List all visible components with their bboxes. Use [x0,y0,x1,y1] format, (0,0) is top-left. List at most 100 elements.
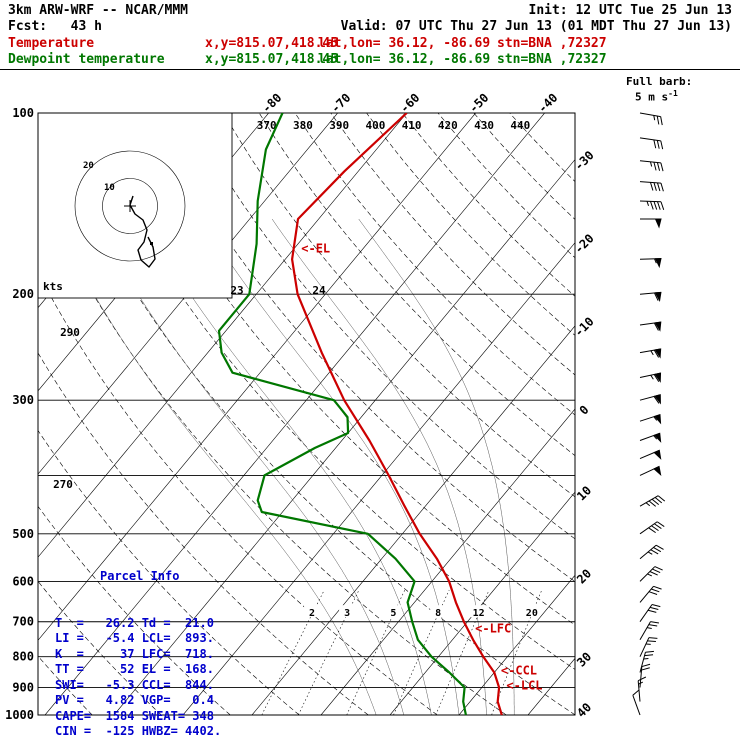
isotherm-line [251,325,575,715]
isotherm-line [389,491,575,715]
legend-dewpoint-label: Dewpoint temperature [8,52,165,67]
hodograph-inset: 10 20 kts [37,112,233,299]
isotherm-line [38,113,476,641]
wind-barb-legend-exponent: -1 [668,89,678,98]
wind-barb [632,689,641,716]
dry-adiabat-line [294,113,575,416]
init-time: Init: 12 UTC Tue 25 Jun 13 [528,3,733,18]
model-title: 3km ARW-WRF -- NCAR/MMM [8,3,189,18]
isotherm-line [458,574,575,715]
level-marker-lcl: <-LCL [506,678,542,692]
wind-barb [639,544,664,560]
dry-adiabat-line [366,113,575,336]
hodograph-storm-motion-marker [150,242,153,245]
wind-barb [639,621,660,641]
isotherm-line [38,113,407,558]
level-markers: <-EL <-LFC <-CCL<-LCL [301,242,542,693]
wind-barb-legend-value: 5 m s [635,90,669,104]
pressure-axis-label: 600 [12,574,34,588]
legend-dewpoint-xy: x,y=815.07,418.45 [205,52,339,67]
wind-barb [639,650,654,673]
dry-adiabat-label: 270 [53,478,73,491]
wind-barb [639,566,663,582]
wind-barb [639,432,662,443]
level-marker-ccl: <-CCL [501,664,537,678]
legend-dewpoint-stn: stn=BNA ,72327 [497,52,607,67]
dry-adiabat-line [38,655,93,715]
wind-barb [639,585,662,603]
dry-adiabat-line [330,113,575,376]
header-divider [0,69,740,70]
dry-adiabat-line [509,113,575,183]
wind-barb [639,637,658,657]
dry-adiabat-line [473,113,575,220]
moist-adiabat-line [142,218,432,715]
isotherm-line [113,159,575,715]
moist-adiabat-line [94,218,405,715]
parcel-info: Parcel Info T = 26.2 Td = 21.0 LI = -5.4 … [55,538,221,740]
mixing-ratio-line [298,589,360,715]
pressure-axis-label: 700 [12,615,34,629]
dry-adiabat-line [187,113,575,540]
pressure-axis-label: 900 [12,680,34,694]
wind-barb [639,414,662,425]
dry-adiabat-line [151,113,575,582]
level-marker-lfc: <-LFC [475,621,511,635]
wind-barb [640,218,662,229]
mixing-ratio-label: 3 [344,608,350,619]
valid-time: Valid: 07 UTC Thu 27 Jun 13 (01 MDT Thu … [340,19,732,34]
dry-adiabat-label: 290 [60,326,80,339]
temp-axis-label-right: 0 [577,403,592,418]
wind-barb [639,449,662,460]
hodograph-ring-20 [74,150,186,262]
wind-barb [639,495,666,507]
dry-adiabat-label: 410 [402,119,422,132]
wind-barb [639,521,665,535]
dry-adiabat-line [38,271,438,715]
dry-adiabat-label: 390 [329,119,349,132]
wind-barb [639,291,662,303]
parcel-info-line: T = 26.2 Td = 21.0 [55,615,214,630]
mixing-ratio-label: 12 [473,608,485,619]
pressure-axis-label: 500 [12,527,34,541]
pressure-axis-label: 100 [12,106,34,120]
wind-barb [639,321,662,332]
wind-barb [639,137,664,150]
hodograph-trace [129,195,156,268]
legend-temperature-latlon: lat,lon= 36.12, -86.69 [318,36,491,51]
wind-barbs [632,112,666,716]
wind-barb [639,112,663,126]
dry-adiabat-line [38,352,369,715]
dry-adiabat-line [38,505,231,715]
dry-adiabat-line [223,113,575,498]
dry-adiabat-label: 430 [474,119,494,132]
moist-adiabat-line [271,218,487,715]
parcel-info-line: TT = 52 EL = 168. [55,662,214,676]
hodograph-ring-label: 10 [104,183,115,193]
skewt-grid [38,113,740,715]
wind-barb [637,676,647,702]
temp-axis-label-right: 40 [574,700,594,720]
temp-axis-label-top: -60 [397,91,422,116]
dry-adiabat-label: 400 [365,119,385,132]
dewpoint-curve [217,113,467,715]
temp-axis-label-top: -50 [466,91,491,116]
legend-dewpoint-latlon: lat,lon= 36.12, -86.69 [318,52,491,67]
temp-axis-label-right: 20 [574,566,594,586]
temp-axis-label-top: -80 [259,91,284,116]
parcel-info-line: CAPE= 1584 SWEAT= 348 [55,708,214,723]
mixing-ratio-label: 5 [390,608,396,619]
legend-temperature-label: Temperature [8,36,95,51]
isotherm-line [597,113,740,715]
wind-barb [639,181,664,192]
legend-temperature-stn: stn=BNA ,72327 [497,36,607,51]
dry-adiabat-label: 370 [257,119,277,132]
wind-barb [639,160,664,172]
isotherm-line [320,408,575,715]
dry-adiabat-line [38,429,300,715]
wind-barb-legend-title: Full barb: [626,75,693,88]
dry-adiabat-label: 420 [438,119,458,132]
plot-border [37,112,576,716]
pressure-axis-label: 1000 [5,708,34,722]
